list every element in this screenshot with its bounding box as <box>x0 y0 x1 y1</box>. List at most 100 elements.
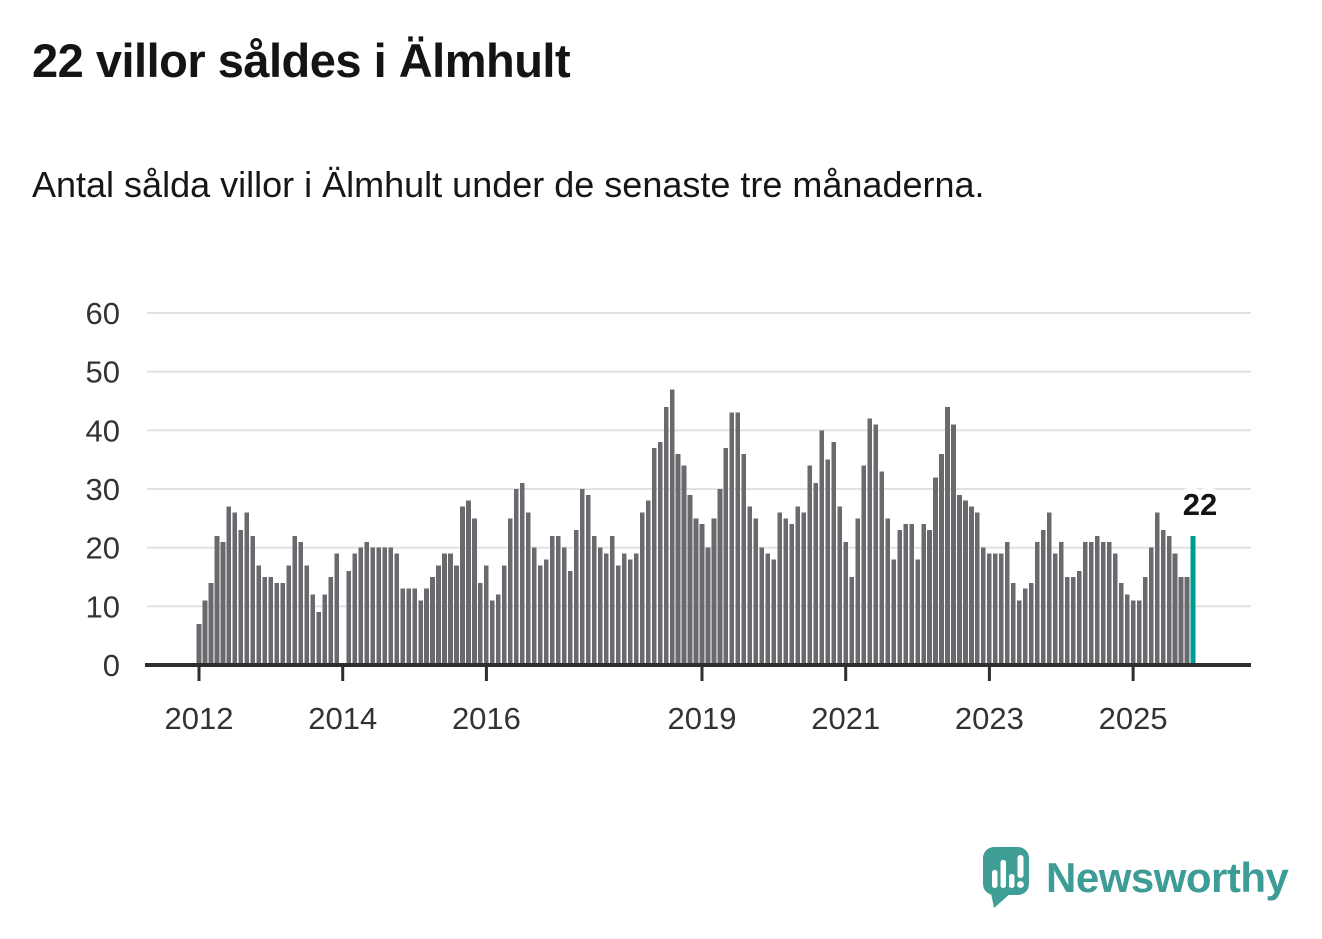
bar <box>394 553 399 663</box>
bar <box>274 582 280 663</box>
bar <box>214 535 220 663</box>
gridline <box>147 370 1251 373</box>
y-axis-tick-label: 20 <box>86 531 120 566</box>
bar <box>226 506 232 663</box>
x-axis-tick <box>484 667 488 681</box>
bar <box>1100 541 1106 663</box>
bar <box>597 547 603 663</box>
bar <box>843 541 848 663</box>
bar <box>1160 530 1166 663</box>
bar <box>639 512 645 663</box>
bar <box>699 524 705 663</box>
gridline <box>147 312 1251 314</box>
bar <box>1005 541 1010 663</box>
bar <box>1106 541 1112 663</box>
bar <box>1088 541 1094 663</box>
bar <box>1178 577 1184 663</box>
bar <box>873 424 878 663</box>
bar <box>747 506 753 663</box>
bar <box>262 577 268 663</box>
bar <box>1029 582 1034 663</box>
bar <box>1094 535 1100 663</box>
highlighted-bar <box>1190 535 1196 663</box>
bar <box>478 582 483 663</box>
y-axis-tick-label: 50 <box>86 355 120 390</box>
y-axis-tick-label: 30 <box>86 472 120 507</box>
bar <box>1148 547 1154 663</box>
bar <box>286 565 292 663</box>
chart-subtitle: Antal sålda villor i Älmhult under de se… <box>32 164 985 205</box>
bar <box>969 506 974 663</box>
bar <box>418 600 423 663</box>
bar <box>382 547 387 663</box>
bar <box>1082 541 1088 663</box>
y-axis-tick-label: 40 <box>86 413 120 448</box>
y-axis-tick-label: 60 <box>86 296 120 331</box>
y-axis-tick-label: 10 <box>86 589 120 624</box>
bar <box>795 506 801 663</box>
bar <box>963 500 968 663</box>
bar <box>951 424 956 663</box>
bar <box>561 547 567 663</box>
bar <box>957 494 962 663</box>
bar <box>430 577 435 663</box>
bar <box>633 553 639 663</box>
bar <box>855 518 860 663</box>
bar <box>1070 577 1076 663</box>
bar <box>579 489 585 663</box>
bar <box>1011 582 1016 663</box>
logo-exclamation-dot <box>1017 881 1024 888</box>
bar <box>460 506 465 663</box>
x-axis-tick-label: 2014 <box>308 701 377 736</box>
bar <box>885 518 890 663</box>
bar <box>771 559 777 663</box>
bar <box>693 518 699 663</box>
gridline <box>147 429 1251 432</box>
bar <box>765 553 771 663</box>
bar <box>609 535 615 663</box>
bar <box>526 512 531 663</box>
bar <box>945 406 950 663</box>
logo-bar-1 <box>992 870 998 888</box>
bar <box>627 559 633 663</box>
bar <box>1166 535 1172 663</box>
bar <box>777 512 783 663</box>
bar <box>735 412 741 663</box>
bar <box>645 500 651 663</box>
bar <box>508 518 513 663</box>
bar <box>669 389 675 663</box>
bar <box>298 541 304 663</box>
bar <box>687 494 693 663</box>
bar <box>651 447 657 663</box>
bar <box>1052 553 1058 663</box>
bar <box>370 547 375 663</box>
bar <box>657 442 663 663</box>
bar <box>364 541 369 663</box>
bar <box>1047 512 1052 663</box>
bar <box>544 559 549 663</box>
bar <box>316 612 322 663</box>
bar <box>1023 588 1028 663</box>
highlight-value-label: 22 <box>1183 487 1217 522</box>
bar <box>376 547 381 663</box>
bar <box>1041 530 1046 663</box>
bar <box>783 518 789 663</box>
bar <box>412 588 417 663</box>
bar <box>1076 571 1082 663</box>
y-axis-tick-label: 0 <box>103 648 120 683</box>
x-axis-tick <box>197 667 201 681</box>
bar <box>837 506 843 663</box>
bar <box>903 524 908 663</box>
bar <box>573 530 579 663</box>
bar <box>825 459 831 663</box>
bar <box>675 453 681 663</box>
bar <box>292 535 298 663</box>
bar <box>849 577 854 663</box>
gridline <box>147 546 1251 549</box>
logo-exclamation-bar <box>1017 855 1024 878</box>
bar <box>939 453 944 663</box>
bar <box>502 565 507 663</box>
bar <box>1142 577 1148 663</box>
bar <box>496 594 501 663</box>
